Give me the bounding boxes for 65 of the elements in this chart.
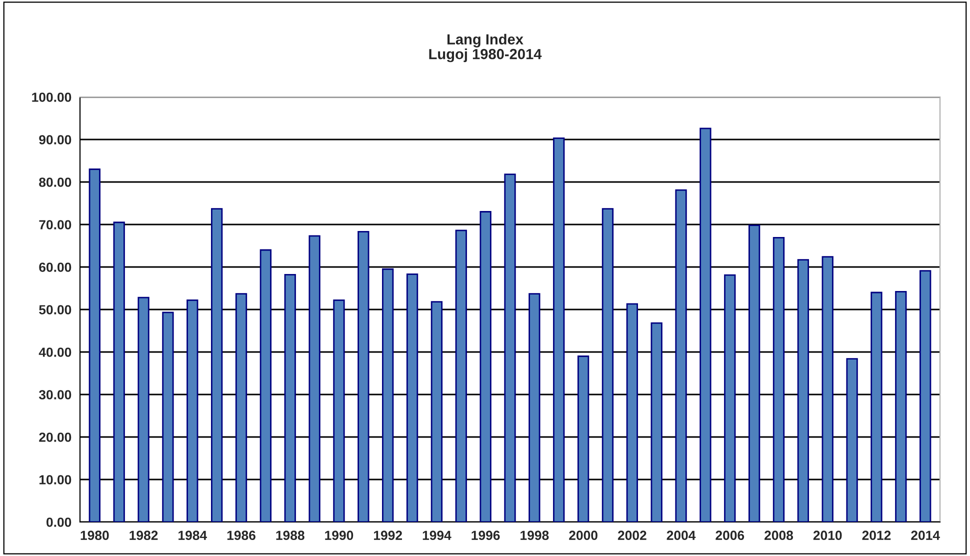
bar [748,224,760,522]
bar [602,208,614,522]
bar [430,301,443,522]
x-tick-label: 1992 [374,530,402,540]
bar [675,189,687,522]
y-tick-label: 10.00 [39,475,72,484]
bar [333,299,345,522]
bar [895,290,907,522]
x-tick-label: 1998 [520,530,549,540]
bar [455,230,467,522]
bar [577,356,590,522]
bar [382,268,394,522]
x-tick-label: 1996 [472,530,500,540]
x-tick-label: 1986 [227,530,256,540]
bar [186,299,198,522]
x-tick-label: 2010 [813,530,842,540]
x-tick-label: 1980 [80,530,109,540]
y-tick-label: 0.00 [46,518,72,527]
bar [528,293,540,522]
bar [162,312,174,522]
x-tick-label: 2004 [666,530,696,540]
x-tick-label: 1982 [130,530,158,540]
bar [358,231,370,522]
bar [504,174,516,522]
y-tick-label: 90.00 [39,135,72,144]
y-tick-label: 30.00 [38,390,72,400]
bar [480,211,492,522]
bar [210,208,223,522]
bar [284,274,296,522]
x-tick-label: 2008 [764,530,794,540]
bar [772,236,785,522]
chart-title: Lang Index Lugoj 1980-2014 [429,34,542,62]
bar [650,322,662,522]
x-tick-label: 1988 [276,530,304,540]
bar [406,274,418,522]
bar [553,138,565,522]
bar [920,270,932,522]
bar [626,303,638,522]
bar [113,222,125,522]
bar [846,358,858,522]
bar [870,292,882,522]
bar [700,128,712,522]
y-tick-label: 100.00 [32,92,72,102]
bar [822,256,834,522]
y-tick-label: 20.00 [39,432,72,442]
y-tick-label: 70.00 [39,220,72,230]
bar [260,249,272,522]
x-tick-label: 2014 [911,530,940,540]
x-tick-label: 1994 [422,530,452,540]
x-tick-label: 2002 [618,530,646,540]
bar [797,259,810,522]
y-tick-label: 60.00 [39,262,72,272]
y-tick-label: 40.00 [38,348,72,357]
x-tick-label: 2006 [716,530,744,540]
bar [724,274,736,522]
bar [88,168,100,522]
x-tick-label: 2000 [569,530,598,540]
y-tick-label: 50.00 [39,305,72,314]
y-tick-label: 80.00 [39,178,72,187]
bar [235,293,248,522]
x-tick-label: 1984 [178,530,207,540]
x-tick-label: 1990 [325,530,354,540]
bar [138,296,150,522]
bar [308,235,320,522]
x-tick-label: 2012 [862,530,891,540]
